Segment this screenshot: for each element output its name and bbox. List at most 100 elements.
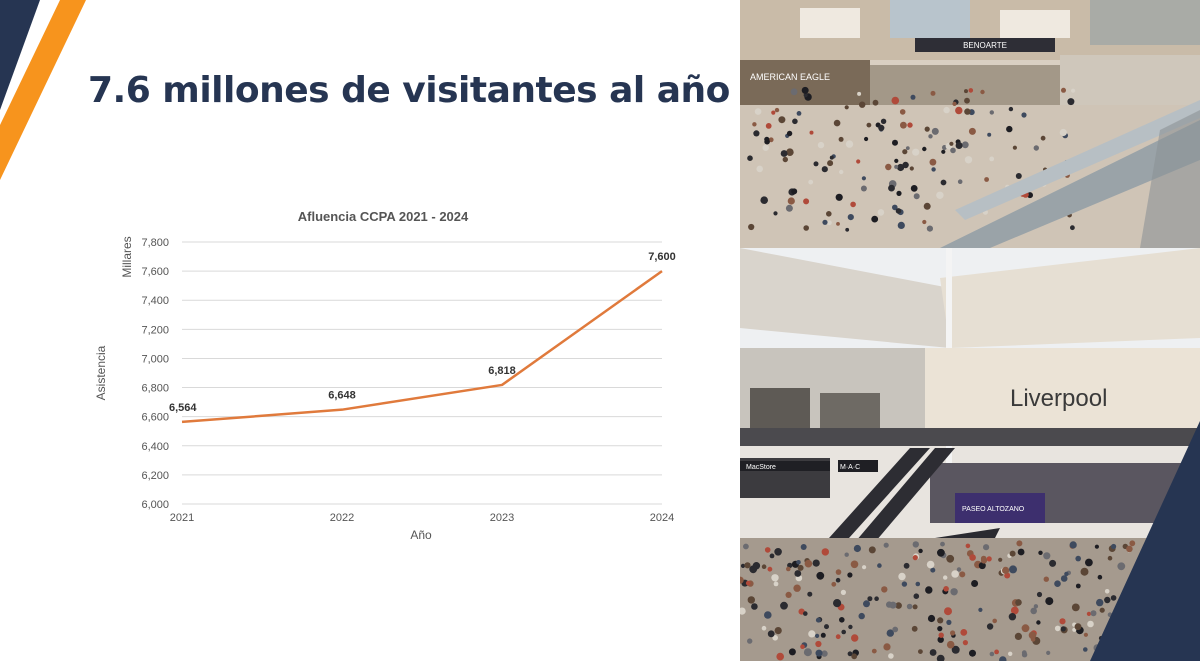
crowd-person xyxy=(796,560,801,565)
crowd-person xyxy=(1075,583,1081,589)
crowd-person xyxy=(800,644,805,649)
crowd-person xyxy=(1021,652,1028,658)
crowd-person xyxy=(1111,543,1117,550)
crowd-person xyxy=(989,156,995,162)
crowd-person xyxy=(840,589,846,595)
crowd-person xyxy=(747,155,753,161)
crowd-person xyxy=(862,565,867,570)
crowd-person xyxy=(786,130,793,137)
crowd-person xyxy=(772,635,778,641)
crowd-person xyxy=(847,572,853,578)
crowd-person xyxy=(786,148,794,156)
x-axis-title: Año xyxy=(410,528,432,542)
y-tick-label: 6,400 xyxy=(141,441,169,453)
crowd-person xyxy=(826,211,832,217)
crowd-person xyxy=(803,93,808,98)
top-photo-banner: BENOARTE xyxy=(963,41,1007,50)
crowd-person xyxy=(937,636,944,643)
crowd-person xyxy=(903,562,910,569)
crowd-person xyxy=(740,563,746,568)
crowd-person xyxy=(955,142,963,149)
crowd-person xyxy=(891,96,900,105)
crowd-person xyxy=(1107,555,1113,561)
crowd-person xyxy=(765,123,772,129)
crowd-person xyxy=(1002,566,1010,574)
crowd-person xyxy=(1059,128,1067,137)
crowd-person xyxy=(1038,550,1043,555)
data-labels: 6,564 6,648 6,818 7,600 xyxy=(169,251,676,414)
crowd-person xyxy=(922,219,927,225)
crowd-person xyxy=(764,547,771,553)
crowd-person xyxy=(950,630,956,636)
crowd-person xyxy=(883,542,889,548)
data-label: 6,648 xyxy=(328,390,356,402)
crowd-person xyxy=(901,581,908,587)
crowd-person xyxy=(994,649,999,655)
crowd-person xyxy=(892,626,899,633)
crowd-person xyxy=(1012,145,1017,150)
crowd-person xyxy=(847,214,854,221)
crowd-person xyxy=(1064,571,1069,577)
crowd-person xyxy=(926,225,933,232)
crowd-person xyxy=(771,110,776,115)
crowd-person xyxy=(1043,552,1051,560)
crowd-person xyxy=(748,223,755,231)
crowd-person xyxy=(946,619,952,625)
crowd-person xyxy=(1049,559,1057,567)
crowd-person xyxy=(769,553,775,559)
crowd-person xyxy=(923,202,931,210)
crowd-person xyxy=(957,179,963,184)
crowd-person xyxy=(857,91,862,96)
crowd-person xyxy=(794,570,802,577)
corner-navy-stripe xyxy=(0,0,40,110)
crowd-person xyxy=(1040,135,1046,141)
liverpool-store-sign: Liverpool xyxy=(1010,385,1107,412)
y-tick-label: 6,000 xyxy=(141,499,169,511)
crowd-person xyxy=(786,566,791,572)
crowd-person xyxy=(1117,562,1126,571)
crowd-person xyxy=(816,571,825,580)
crowd-person xyxy=(980,555,987,562)
crowd-person xyxy=(803,198,810,205)
crowd-person xyxy=(1070,225,1075,231)
crowd-person xyxy=(986,556,992,562)
crowd-person xyxy=(1126,545,1133,553)
crowd-person xyxy=(929,649,937,656)
crowd-person xyxy=(1086,611,1091,616)
chart-title: Afluencia CCPA 2021 - 2024 xyxy=(298,209,469,224)
crowd-person xyxy=(902,161,909,169)
crowd-person xyxy=(743,543,749,550)
crowd-person xyxy=(871,648,877,654)
crowd-person xyxy=(1008,651,1013,656)
crowd-person xyxy=(928,134,933,139)
crowd-person xyxy=(1061,87,1066,93)
crowd-person xyxy=(824,624,829,630)
crowd-person xyxy=(1043,576,1049,582)
crowd-person xyxy=(1060,575,1068,582)
crowd-person xyxy=(895,208,902,214)
crowd-person xyxy=(827,160,834,167)
crowd-person xyxy=(956,567,962,572)
crowd-person xyxy=(752,122,757,127)
crowd-person xyxy=(1016,540,1023,547)
crowd-person xyxy=(1097,574,1103,580)
x-tick-label: 2024 xyxy=(650,512,674,524)
crowd-person xyxy=(1036,620,1041,625)
crowd-person xyxy=(1083,647,1088,652)
crowd-person xyxy=(771,574,779,582)
crowd-person xyxy=(918,649,923,654)
crowd-person xyxy=(1090,610,1097,617)
crowd-person xyxy=(1045,597,1054,606)
crowd-person xyxy=(983,544,990,551)
crowd-person xyxy=(821,548,829,556)
crowd-person xyxy=(760,196,768,204)
crowd-person xyxy=(1099,607,1105,613)
crowd-person xyxy=(845,227,850,232)
crowd-person xyxy=(740,576,744,584)
crowd-person xyxy=(892,204,898,211)
crowd-person xyxy=(745,580,751,586)
crowd-person xyxy=(1071,88,1076,93)
crowd-person xyxy=(872,99,879,106)
x-tick-label: 2023 xyxy=(490,512,514,524)
crowd-person xyxy=(1009,565,1017,574)
